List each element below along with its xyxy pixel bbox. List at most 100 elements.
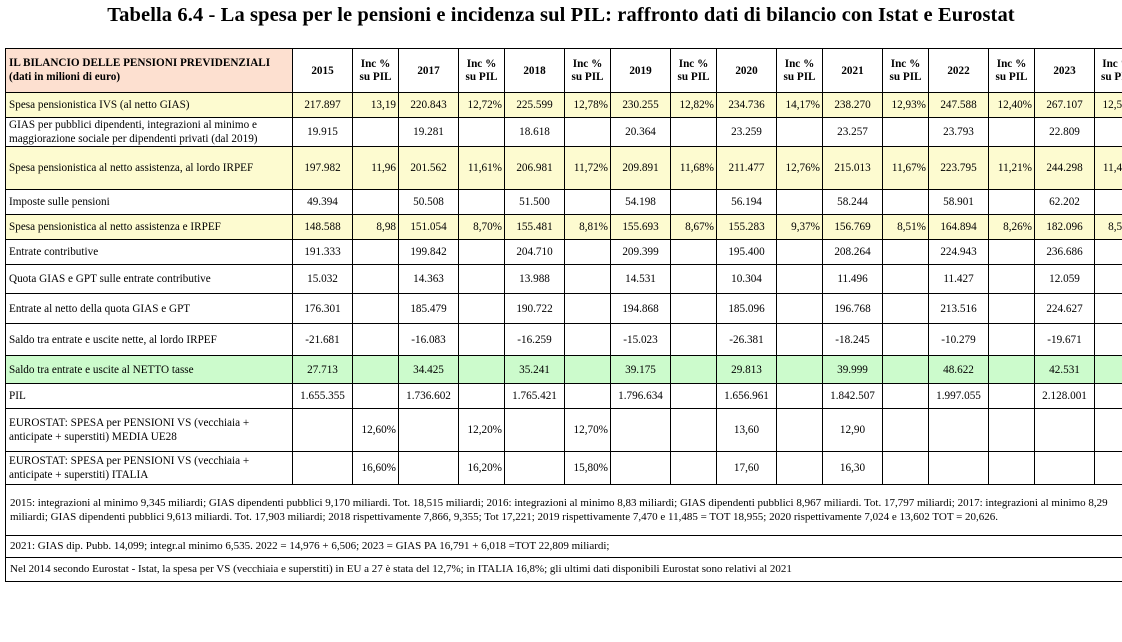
inc-pil-cell: 11,61%: [458, 146, 505, 190]
value-cell: 58.901: [928, 189, 989, 215]
table-row: PIL 1.655.355 1.736.602 1.765.421 1.796.634 1…: [5, 383, 1122, 409]
inc-pil-cell: [670, 323, 717, 356]
inc-pil-cell: 13,19: [352, 92, 399, 118]
inc-pil-cell: 12,20%: [458, 408, 505, 452]
inc-pil-cell: 11,68%: [670, 146, 717, 190]
table-title: Tabella 6.4 - La spesa per le pensioni e…: [107, 4, 1015, 26]
inc-pil-cell: [988, 117, 1035, 147]
value-cell: -16.083: [398, 323, 459, 356]
value-cell: 220.843: [398, 92, 459, 118]
value-cell: 23.259: [716, 117, 777, 147]
value-cell: 247.588: [928, 92, 989, 118]
inc-pil-cell: [882, 239, 929, 265]
inc-pil-cell: [670, 383, 717, 409]
inc-pil-cell: 11,48%: [1094, 146, 1122, 190]
note-row: 2015: integrazioni al minimo 9,345 milia…: [5, 484, 1122, 536]
value-cell: [1034, 451, 1095, 485]
inc-pil-cell: [458, 239, 505, 265]
value-cell: 54.198: [610, 189, 671, 215]
inc-pil-cell: [352, 117, 399, 147]
inc-pil-cell: [564, 323, 611, 356]
value-cell: 215.013: [822, 146, 883, 190]
inc-pil-cell: [352, 355, 399, 384]
row-label: Spesa pensionistica IVS (al netto GIAS): [5, 92, 293, 118]
inc-pil-header: Inc % su PIL: [988, 48, 1035, 93]
inc-pil-cell: [458, 293, 505, 324]
inc-pil-header: Inc % su PIL: [1094, 48, 1122, 93]
value-cell: 224.943: [928, 239, 989, 265]
value-cell: 209.399: [610, 239, 671, 265]
inc-pil-cell: [564, 355, 611, 384]
table-row: GIAS per pubblici dipendenti, integrazio…: [5, 117, 1122, 147]
inc-pil-cell: [882, 264, 929, 294]
value-cell: 267.107: [1034, 92, 1095, 118]
value-cell: [1034, 408, 1095, 452]
inc-pil-cell: 8,67%: [670, 214, 717, 240]
value-cell: [504, 451, 565, 485]
value-cell: -26.381: [716, 323, 777, 356]
table-row: EUROSTAT: SPESA per PENSIONI VS (vecchia…: [5, 451, 1122, 485]
year-header-2018: 2018: [504, 48, 565, 93]
inc-pil-cell: 8,98: [352, 214, 399, 240]
row-label: Spesa pensionistica al netto assistenza,…: [5, 146, 293, 190]
year-header-2015: 2015: [292, 48, 353, 93]
inc-pil-cell: [776, 323, 823, 356]
value-cell: [928, 451, 989, 485]
value-cell: 1.842.507: [822, 383, 883, 409]
inc-pil-cell: [352, 239, 399, 265]
table-row: Spesa pensionistica al netto assistenza,…: [5, 146, 1122, 190]
pension-balance-table: IL BILANCIO DELLE PENSIONI PREVIDENZIALI…: [5, 48, 1122, 582]
inc-pil-cell: [1094, 239, 1122, 265]
inc-pil-cell: 8,26%: [988, 214, 1035, 240]
inc-pil-cell: 9,37%: [776, 214, 823, 240]
value-cell: 148.588: [292, 214, 353, 240]
inc-pil-cell: [1094, 293, 1122, 324]
value-cell: -15.023: [610, 323, 671, 356]
value-cell: 18.618: [504, 117, 565, 147]
value-cell: 17,60: [716, 451, 777, 485]
value-cell: 19.281: [398, 117, 459, 147]
value-cell: 12,90: [822, 408, 883, 452]
value-cell: 1.656.961: [716, 383, 777, 409]
inc-pil-cell: 12,72%: [458, 92, 505, 118]
value-cell: 13,60: [716, 408, 777, 452]
value-cell: 236.686: [1034, 239, 1095, 265]
value-cell: 12.059: [1034, 264, 1095, 294]
inc-pil-cell: [564, 189, 611, 215]
inc-pil-header: Inc % su PIL: [882, 48, 929, 93]
inc-pil-cell: [670, 408, 717, 452]
value-cell: 217.897: [292, 92, 353, 118]
value-cell: 49.394: [292, 189, 353, 215]
value-cell: -19.671: [1034, 323, 1095, 356]
value-cell: 185.479: [398, 293, 459, 324]
value-cell: 10.304: [716, 264, 777, 294]
value-cell: 42.531: [1034, 355, 1095, 384]
inc-pil-cell: [670, 117, 717, 147]
value-cell: 39.175: [610, 355, 671, 384]
value-cell: [610, 451, 671, 485]
inc-pil-cell: [458, 117, 505, 147]
value-cell: 224.627: [1034, 293, 1095, 324]
inc-pil-cell: 11,72%: [564, 146, 611, 190]
inc-pil-cell: [988, 239, 1035, 265]
inc-pil-header: Inc % su PIL: [352, 48, 399, 93]
table-row: Spesa pensionistica al netto assistenza …: [5, 214, 1122, 240]
value-cell: 23.257: [822, 117, 883, 147]
row-label: Imposte sulle pensioni: [5, 189, 293, 215]
inc-pil-cell: [988, 264, 1035, 294]
inc-pil-cell: [1094, 355, 1122, 384]
value-cell: 185.096: [716, 293, 777, 324]
inc-pil-cell: 15,80%: [564, 451, 611, 485]
value-cell: 182.096: [1034, 214, 1095, 240]
value-cell: 35.241: [504, 355, 565, 384]
inc-pil-cell: [1094, 383, 1122, 409]
year-header-2022: 2022: [928, 48, 989, 93]
inc-pil-cell: [1094, 117, 1122, 147]
value-cell: 1.655.355: [292, 383, 353, 409]
value-cell: 14.363: [398, 264, 459, 294]
row-label: Entrate al netto della quota GIAS e GPT: [5, 293, 293, 324]
table-row: Quota GIAS e GPT sulle entrate contribut…: [5, 264, 1122, 294]
inc-pil-cell: [776, 239, 823, 265]
inc-pil-cell: [882, 117, 929, 147]
value-cell: [398, 451, 459, 485]
